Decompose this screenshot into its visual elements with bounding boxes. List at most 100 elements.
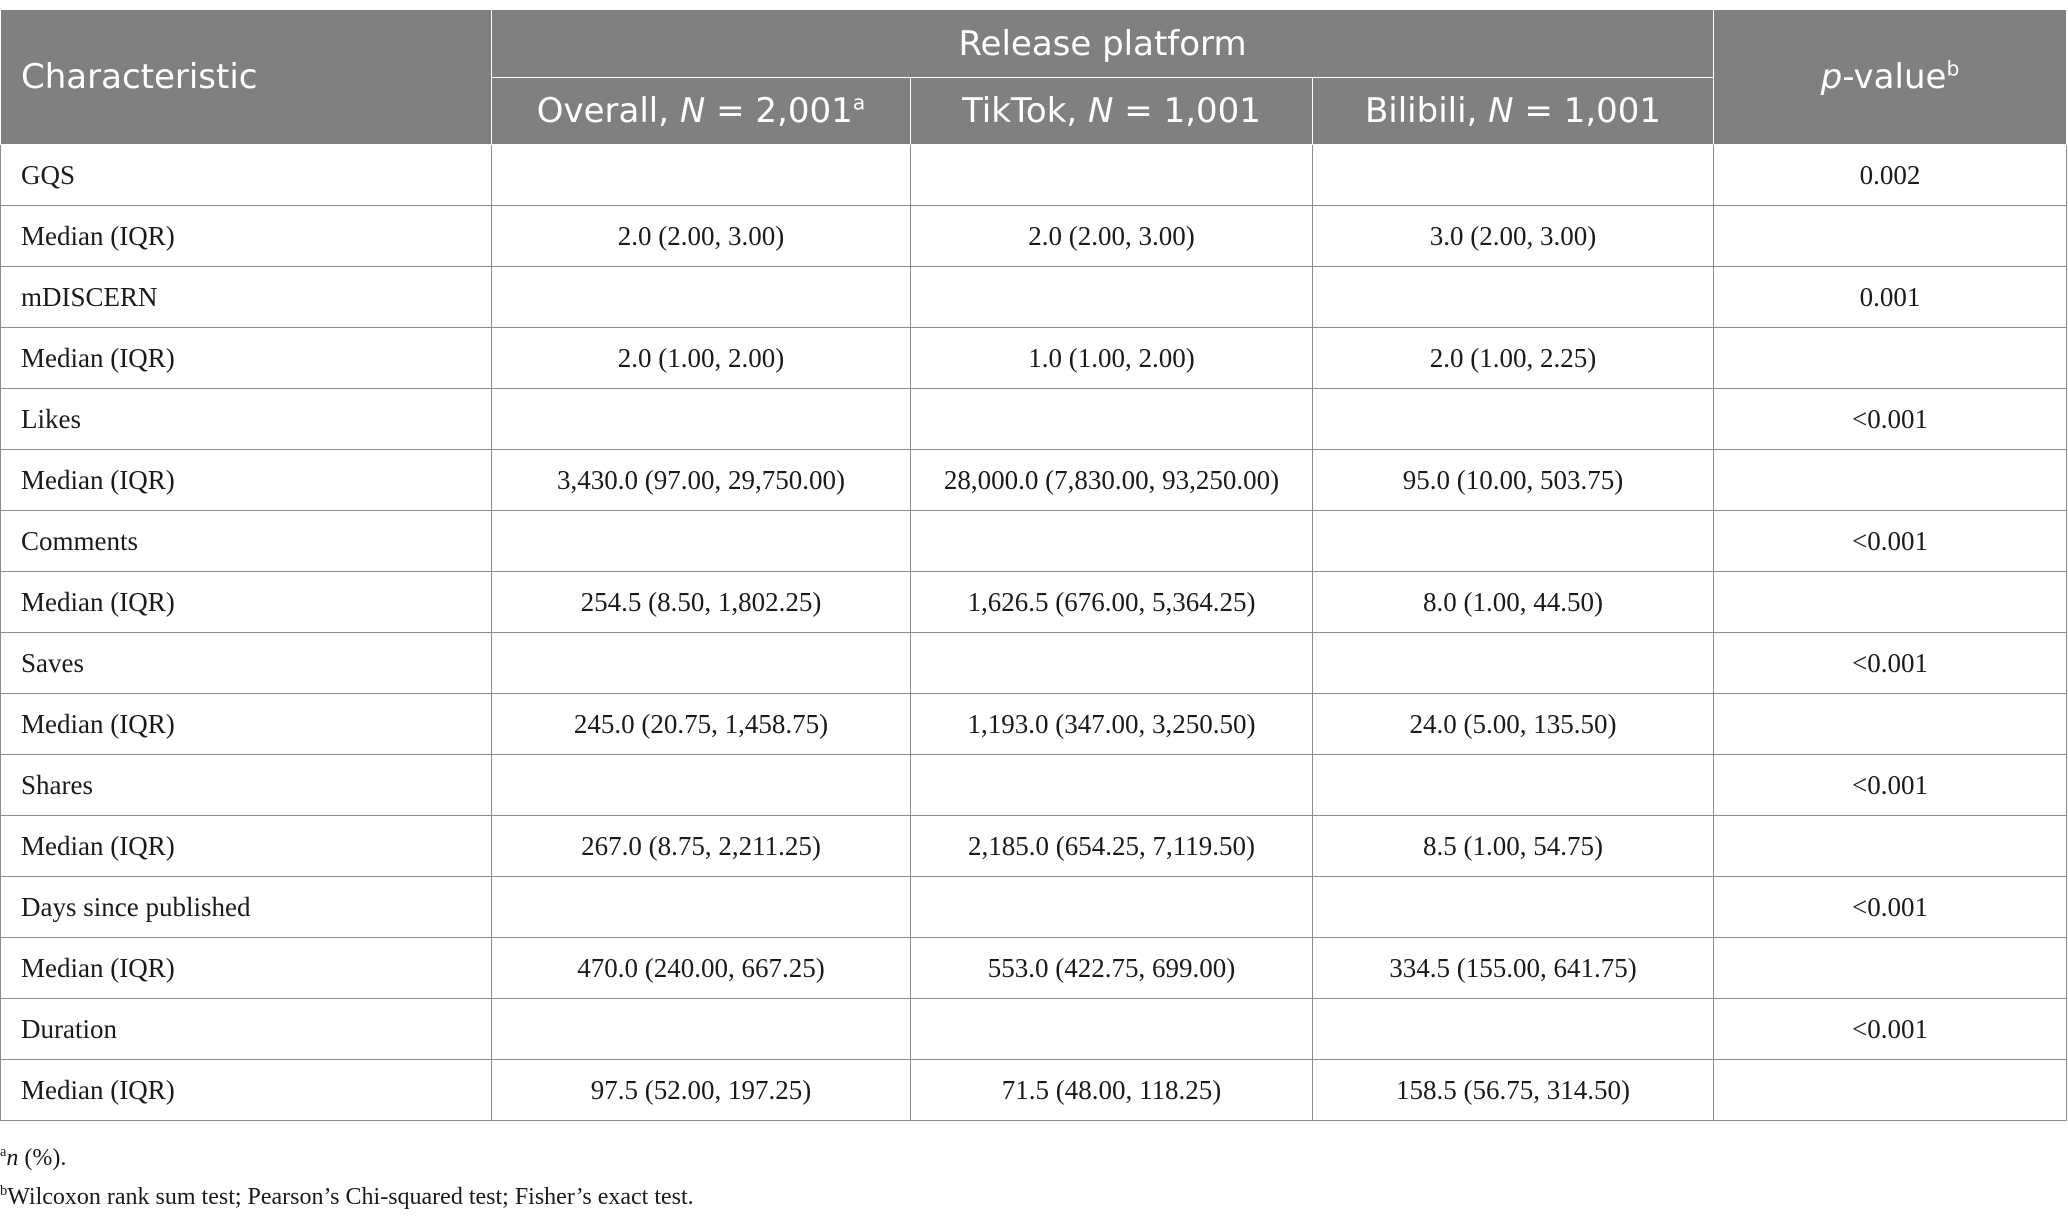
cell-tiktok xyxy=(910,388,1313,450)
row-label: Median (IQR) xyxy=(0,693,492,755)
footnote-b: bWilcoxon rank sum test; Pearson’s Chi-s… xyxy=(0,1178,694,1217)
table-row: mDISCERN 0.001 xyxy=(0,266,2067,328)
cell-bilibili: 8.5 (1.00, 54.75) xyxy=(1312,815,1714,877)
cell-tiktok: 553.0 (422.75, 699.00) xyxy=(910,937,1313,999)
header-characteristic: Characteristic xyxy=(0,9,492,145)
cell-p-value xyxy=(1713,327,2067,389)
cell-tiktok: 1,626.5 (676.00, 5,364.25) xyxy=(910,571,1313,633)
cell-tiktok: 2.0 (2.00, 3.00) xyxy=(910,205,1313,267)
characteristics-table: Characteristic Release platform p-valueb… xyxy=(0,9,2067,1121)
table-row: Median (IQR) 2.0 (2.00, 3.00) 2.0 (2.00,… xyxy=(0,205,2067,267)
cell-p-value xyxy=(1713,937,2067,999)
cell-bilibili xyxy=(1312,754,1714,816)
row-label: Median (IQR) xyxy=(0,937,492,999)
cell-tiktok xyxy=(910,510,1313,572)
cell-overall xyxy=(491,388,911,450)
cell-bilibili: 95.0 (10.00, 503.75) xyxy=(1312,449,1714,511)
cell-bilibili xyxy=(1312,510,1714,572)
footnote-b-text: Wilcoxon rank sum test; Pearson’s Chi-sq… xyxy=(7,1184,694,1210)
row-label: Shares xyxy=(0,754,492,816)
cell-bilibili: 24.0 (5.00, 135.50) xyxy=(1312,693,1714,755)
row-label: Duration xyxy=(0,998,492,1060)
row-label: Days since published xyxy=(0,876,492,938)
cell-bilibili: 3.0 (2.00, 3.00) xyxy=(1312,205,1714,267)
header-overall-n-value: = 2,001 xyxy=(705,91,853,131)
header-release-platform-label: Release platform xyxy=(958,23,1247,64)
table-row: Comments <0.001 xyxy=(0,510,2067,572)
cell-tiktok xyxy=(910,144,1313,206)
cell-overall: 245.0 (20.75, 1,458.75) xyxy=(491,693,911,755)
header-p-value-footnote-mark: b xyxy=(1946,56,1960,81)
cell-bilibili: 334.5 (155.00, 641.75) xyxy=(1312,937,1714,999)
cell-p-value xyxy=(1713,571,2067,633)
cell-overall xyxy=(491,632,911,694)
cell-p-value xyxy=(1713,693,2067,755)
header-characteristic-label: Characteristic xyxy=(21,57,258,97)
table-row: Shares <0.001 xyxy=(0,754,2067,816)
cell-tiktok xyxy=(910,998,1313,1060)
cell-overall xyxy=(491,144,911,206)
table-row: Days since published <0.001 xyxy=(0,876,2067,938)
row-label: Median (IQR) xyxy=(0,327,492,389)
cell-bilibili xyxy=(1312,632,1714,694)
cell-p-value: 0.001 xyxy=(1713,266,2067,328)
header-bilibili-n-symbol: N xyxy=(1488,91,1514,131)
row-label: Median (IQR) xyxy=(0,815,492,877)
header-row-1: Characteristic Release platform p-valueb xyxy=(0,9,2067,145)
row-label: mDISCERN xyxy=(0,266,492,328)
header-p-symbol: p xyxy=(1820,57,1843,97)
row-label: Median (IQR) xyxy=(0,571,492,633)
table-row: Saves <0.001 xyxy=(0,632,2067,694)
cell-overall xyxy=(491,510,911,572)
table-row: Median (IQR) 97.5 (52.00, 197.25) 71.5 (… xyxy=(0,1059,2067,1121)
header-bilibili-prefix: Bilibili, xyxy=(1364,91,1489,131)
cell-tiktok: 2,185.0 (654.25, 7,119.50) xyxy=(910,815,1313,877)
cell-tiktok xyxy=(910,754,1313,816)
table-row: Duration <0.001 xyxy=(0,998,2067,1060)
cell-p-value: <0.001 xyxy=(1713,754,2067,816)
cell-p-value: <0.001 xyxy=(1713,876,2067,938)
header-bilibili: Bilibili, N = 1,001 xyxy=(1312,77,1714,145)
footnote-a-italic: n xyxy=(6,1145,19,1171)
footnote-a: an (%). xyxy=(0,1139,694,1178)
header-tiktok-n-value: = 1,001 xyxy=(1113,91,1261,131)
cell-overall: 267.0 (8.75, 2,211.25) xyxy=(491,815,911,877)
cell-p-value: 0.002 xyxy=(1713,144,2067,206)
header-tiktok-n-symbol: N xyxy=(1088,91,1114,131)
cell-p-value: <0.001 xyxy=(1713,632,2067,694)
table-row: Median (IQR) 3,430.0 (97.00, 29,750.00) … xyxy=(0,449,2067,511)
cell-p-value xyxy=(1713,815,2067,877)
header-p-value: p-valueb xyxy=(1713,9,2067,145)
cell-overall: 254.5 (8.50, 1,802.25) xyxy=(491,571,911,633)
cell-tiktok: 28,000.0 (7,830.00, 93,250.00) xyxy=(910,449,1313,511)
cell-overall xyxy=(491,266,911,328)
table-row: Likes <0.001 xyxy=(0,388,2067,450)
header-tiktok: TikTok, N = 1,001 xyxy=(910,77,1313,145)
cell-tiktok xyxy=(910,632,1313,694)
cell-overall: 3,430.0 (97.00, 29,750.00) xyxy=(491,449,911,511)
cell-p-value xyxy=(1713,1059,2067,1121)
cell-overall: 470.0 (240.00, 667.25) xyxy=(491,937,911,999)
cell-p-value xyxy=(1713,205,2067,267)
cell-overall: 2.0 (1.00, 2.00) xyxy=(491,327,911,389)
table-row: Median (IQR) 2.0 (1.00, 2.00) 1.0 (1.00,… xyxy=(0,327,2067,389)
row-label: Median (IQR) xyxy=(0,205,492,267)
footnote-a-text: (%). xyxy=(18,1145,67,1171)
cell-overall xyxy=(491,998,911,1060)
row-label: Saves xyxy=(0,632,492,694)
table-row: Median (IQR) 254.5 (8.50, 1,802.25) 1,62… xyxy=(0,571,2067,633)
header-bilibili-n-value: = 1,001 xyxy=(1513,91,1662,131)
cell-bilibili xyxy=(1312,266,1714,328)
row-label: Comments xyxy=(0,510,492,572)
cell-overall: 2.0 (2.00, 3.00) xyxy=(491,205,911,267)
header-overall-n-symbol: N xyxy=(679,91,706,131)
cell-overall xyxy=(491,876,911,938)
row-label: Likes xyxy=(0,388,492,450)
cell-p-value: <0.001 xyxy=(1713,998,2067,1060)
header-tiktok-prefix: TikTok, xyxy=(962,91,1089,131)
cell-p-value: <0.001 xyxy=(1713,510,2067,572)
header-release-platform: Release platform xyxy=(491,9,1714,78)
header-row-2: Overall, N = 2,001a TikTok, N = 1,001 Bi… xyxy=(1,77,2067,145)
table-row: Median (IQR) 470.0 (240.00, 667.25) 553.… xyxy=(0,937,2067,999)
cell-tiktok xyxy=(910,876,1313,938)
